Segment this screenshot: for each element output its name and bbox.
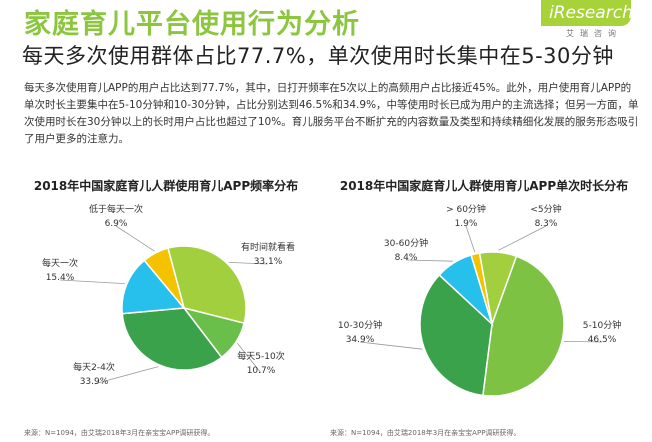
slice-value-label: 8.4% [395, 253, 418, 263]
source-note-right: 来源：N=1094，由艾瑞2018年3月在亲宝宝APP调研获得。 [330, 429, 521, 437]
leader-line [59, 279, 125, 284]
chart-title: 2018年中国家庭育儿人群使用育儿APP频率分布 [34, 178, 298, 193]
leader-line [237, 342, 262, 374]
slice-label: <5分钟 [530, 203, 561, 215]
leader-line [93, 366, 159, 385]
logo-subtitle: 艾瑞咨询 [566, 29, 622, 38]
pie-slice [167, 245, 247, 325]
slice-value-label: 33.9% [80, 377, 109, 387]
pie-slice [419, 273, 493, 397]
slice-value-label: 8.3% [535, 219, 558, 229]
slice-label: 5-10分钟 [583, 319, 621, 331]
iresearch-logo: iResearch 艾瑞咨询 [541, 0, 652, 40]
slice-label: 每天5-10次 [237, 350, 284, 362]
pie-slice [143, 247, 185, 309]
logo-badge: iResearch [541, 0, 633, 26]
leader-line [465, 225, 476, 253]
slice-label: 每天一次 [42, 257, 78, 269]
slice-label: 有时间就看看 [241, 241, 295, 253]
leader-line [563, 341, 603, 343]
slice-value-label: 33.1% [254, 257, 283, 267]
leader-line [405, 259, 453, 262]
slice-label: 30-60分钟 [384, 237, 428, 249]
slice-value-label: 6.9% [105, 219, 128, 229]
leader-line [359, 341, 423, 350]
slice-value-label: 34.9% [346, 335, 375, 345]
slice-label: 10-30分钟 [338, 319, 382, 331]
page-title: 家庭育儿平台使用行为分析 [24, 9, 360, 40]
leader-line [498, 225, 547, 251]
slice-label: 每天2-4次 [73, 361, 115, 373]
slice-value-label: 10.7% [247, 366, 276, 376]
leader-line [115, 225, 155, 252]
logo-text: iResearch [549, 3, 633, 23]
pie-slice [121, 259, 186, 315]
headline: 每天多次使用群体占比77.7%，单次使用时长集中在5-30分钟 [22, 44, 614, 68]
slice-value-label: 46.5% [588, 335, 617, 345]
slice-value-label: 15.4% [46, 273, 75, 283]
pie-slice [482, 255, 565, 397]
pie-slice [470, 252, 493, 325]
slice-label: 低于每天一次 [89, 203, 143, 215]
source-note-left: 来源：N=1094，由艾瑞2018年3月在亲宝宝APP调研获得。 [24, 429, 215, 437]
slice-value-label: 1.9% [455, 219, 478, 229]
summary-paragraph: 每天多次使用育儿APP的用户占比达到77.7%，其中，日打开频率在5次以上的高频… [24, 82, 639, 145]
chart-title: 2018年中国家庭育儿人群使用育儿APP单次时长分布 [340, 178, 628, 193]
pie-slice [121, 307, 223, 371]
duration-pie-chart: 2018年中国家庭育儿人群使用育儿APP单次时长分布 <5分钟 8.3% 5-10分钟… [338, 178, 628, 397]
slice-label: > 60分钟 [446, 203, 486, 215]
leader-line [228, 262, 269, 265]
